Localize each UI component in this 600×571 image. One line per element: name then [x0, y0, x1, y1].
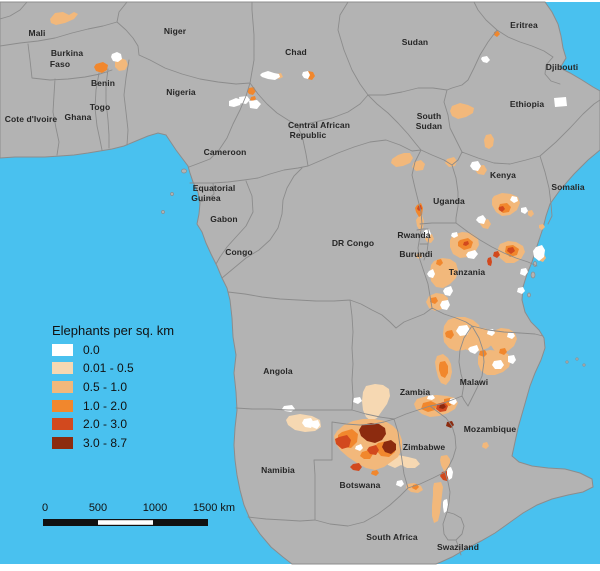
country-label-south-africa: South Africa [366, 532, 418, 542]
country-label-namibia: Namibia [261, 465, 295, 475]
country-label-kenya: Kenya [490, 170, 516, 180]
legend-title: Elephants per sq. km [52, 323, 174, 338]
legend-label-2: 0.5 - 1.0 [83, 380, 127, 394]
legend-swatch-5 [52, 437, 73, 449]
legend-swatch-0 [52, 344, 73, 356]
country-label-burkina-faso-line1: Burkina [51, 48, 84, 58]
country-label-malawi: Malawi [460, 377, 488, 387]
legend-label-4: 2.0 - 3.0 [83, 417, 127, 431]
country-label-central-african-republic-line1: Central African [288, 120, 350, 130]
country-label-dr-congo: DR Congo [332, 238, 374, 248]
scale-bar-middle-segment [98, 520, 153, 525]
country-label-burundi: Burundi [399, 249, 432, 259]
islands [161, 168, 586, 367]
country-label-swaziland: Swaziland [437, 542, 479, 552]
country-label-ghana: Ghana [65, 112, 92, 122]
country-label-eritrea: Eritrea [510, 20, 538, 30]
country-label-chad: Chad [285, 47, 307, 57]
scale-tick-1000: 1000 [143, 502, 167, 514]
country-label-south-sudan-line2: Sudan [416, 121, 442, 131]
country-label-gabon: Gabon [210, 214, 237, 224]
country-label-somalia: Somalia [551, 182, 584, 192]
patches-density-0-5-1 [50, 12, 546, 523]
country-label-burkina-faso-line2: Faso [50, 59, 70, 69]
country-label-sudan: Sudan [402, 37, 428, 47]
patches-density-3-8-7 [359, 404, 454, 454]
country-label-niger: Niger [164, 26, 187, 36]
scale-tick-1500km: 1500 km [193, 502, 235, 514]
country-label-mali: Mali [29, 28, 46, 38]
country-label-tanzania: Tanzania [449, 267, 486, 277]
country-label-botswana: Botswana [340, 480, 381, 490]
country-label-mozambique: Mozambique [464, 424, 517, 434]
legend-label-5: 3.0 - 8.7 [83, 436, 127, 450]
scale-tick-500: 500 [89, 502, 107, 514]
country-label-cameroon: Cameroon [204, 147, 247, 157]
legend-swatch-4 [52, 418, 73, 430]
country-label-ethiopia: Ethiopia [510, 99, 544, 109]
scale-bar: 0 500 1000 1500 km [42, 502, 235, 526]
legend-swatch-1 [52, 362, 73, 374]
country-label-rwanda: Rwanda [397, 230, 430, 240]
map-legend: Elephants per sq. km 0.0 0.01 - 0.5 0.5 … [52, 323, 174, 450]
elephant-density-patches [50, 12, 567, 523]
country-label-zimbabwe: Zimbabwe [403, 442, 446, 452]
legend-label-0: 0.0 [83, 343, 100, 357]
country-label-central-african-republic-line2: Republic [290, 130, 327, 140]
legend-swatch-3 [52, 400, 73, 412]
country-borders [0, 1, 600, 556]
scale-tick-0: 0 [42, 502, 48, 514]
country-label-equatorial-guinea-line2: Guinea [191, 193, 221, 203]
country-label-south-sudan-line1: South [417, 111, 442, 121]
legend-label-3: 1.0 - 2.0 [83, 399, 127, 413]
country-label-angola: Angola [263, 366, 293, 376]
legend-swatch-2 [52, 381, 73, 393]
country-label-djibouti: Djibouti [546, 62, 578, 72]
country-label-equatorial-guinea-line1: Equatorial [193, 183, 236, 193]
country-label-congo: Congo [225, 247, 252, 257]
country-labels: Mali Niger Burkina Faso Benin Togo Ghana… [5, 20, 585, 552]
country-label-cote-divoire: Cote d'Ivoire [5, 114, 58, 124]
country-label-togo: Togo [90, 102, 111, 112]
country-label-uganda: Uganda [433, 196, 465, 206]
legend-label-1: 0.01 - 0.5 [83, 361, 134, 375]
country-label-nigeria: Nigeria [166, 87, 196, 97]
country-label-zambia: Zambia [400, 387, 431, 397]
country-label-benin: Benin [91, 78, 115, 88]
